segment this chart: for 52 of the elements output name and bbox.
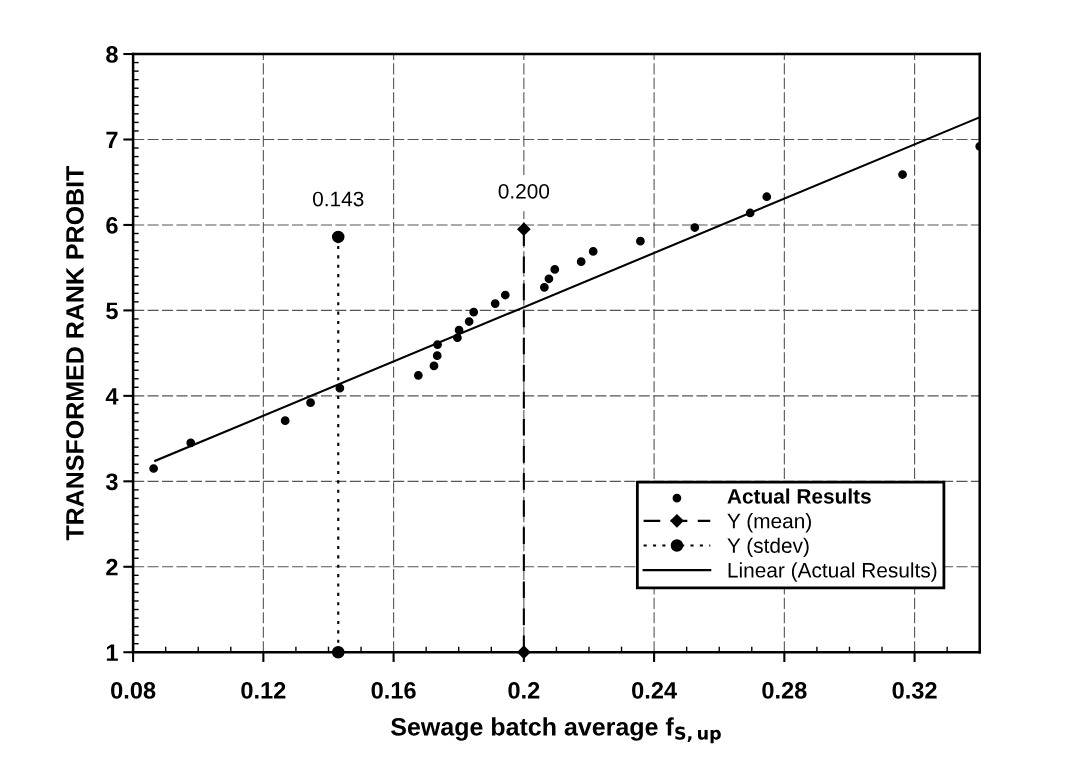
point bbox=[490, 299, 500, 308]
point bbox=[544, 274, 554, 284]
point bbox=[500, 290, 510, 300]
point bbox=[149, 464, 158, 473]
point bbox=[454, 325, 464, 335]
point bbox=[690, 223, 700, 232]
x-tick-label: 0.32 bbox=[892, 682, 937, 699]
y-tick-label: 4 bbox=[105, 388, 119, 405]
point bbox=[588, 247, 598, 256]
point bbox=[306, 398, 315, 408]
point bbox=[898, 170, 907, 179]
y-tick-label: 2 bbox=[106, 558, 118, 576]
y-tick-label: 6 bbox=[106, 217, 118, 234]
legend-label: Actual Results bbox=[727, 488, 871, 504]
x-tick-label: 0.12 bbox=[241, 682, 286, 699]
point bbox=[745, 208, 755, 218]
point bbox=[576, 257, 586, 267]
point bbox=[413, 370, 423, 380]
legend-label: Y (stdev) bbox=[727, 537, 809, 558]
point bbox=[186, 438, 196, 448]
y-tick-label: 3 bbox=[105, 473, 118, 491]
y-tick-label: 8 bbox=[106, 46, 118, 63]
point bbox=[331, 645, 345, 659]
point bbox=[539, 282, 549, 292]
legend-label: Linear (Actual Results) bbox=[728, 562, 937, 582]
y-tick-label: 7 bbox=[106, 131, 118, 149]
x-tick-label: 0.08 bbox=[111, 682, 156, 699]
point bbox=[517, 222, 531, 236]
x-tick-label: 0.16 bbox=[371, 682, 416, 699]
point bbox=[453, 333, 462, 343]
point bbox=[762, 192, 772, 202]
point bbox=[636, 236, 645, 246]
y-tick-label: 5 bbox=[106, 302, 118, 320]
legend-label: Y (mean) bbox=[727, 513, 811, 533]
point bbox=[517, 645, 531, 659]
point bbox=[432, 351, 442, 361]
point bbox=[464, 317, 474, 326]
y-tick-label: 1 bbox=[106, 644, 118, 661]
x-tick-label: 0.2 bbox=[508, 682, 540, 699]
x-axis-title: Sewage batch average f$_{S,up}$ bbox=[391, 717, 721, 744]
x-tick-label: 0.28 bbox=[762, 682, 807, 699]
x-tick-label: 0.24 bbox=[632, 682, 677, 699]
y-axis-title: TRANSFORMED RANK PROBIT bbox=[66, 165, 84, 541]
annotation: 0.143 bbox=[312, 191, 364, 207]
point bbox=[429, 361, 439, 371]
point bbox=[331, 230, 345, 244]
point bbox=[550, 265, 560, 274]
point bbox=[469, 307, 479, 317]
annotation: 0.200 bbox=[498, 183, 550, 199]
point bbox=[433, 340, 442, 349]
point bbox=[280, 416, 290, 426]
point bbox=[335, 383, 345, 393]
